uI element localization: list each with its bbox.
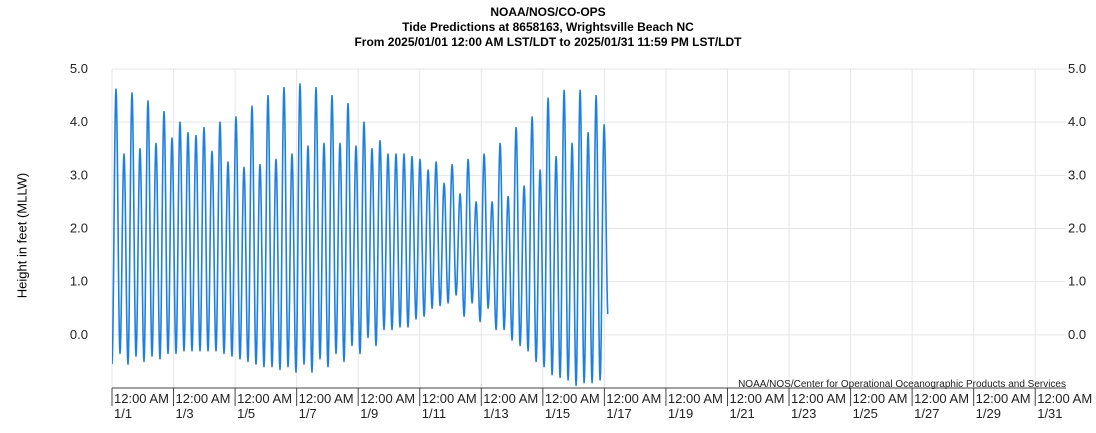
y-tick-label-right: 4.0 xyxy=(1068,114,1086,129)
x-tick-time-label: 12:00 AM xyxy=(299,391,354,406)
y-tick-label-left: 0.0 xyxy=(70,327,88,342)
y-tick-label-left: 3.0 xyxy=(70,167,88,182)
x-tick-date-label: 1/27 xyxy=(914,406,939,421)
x-tick-time-label: 12:00 AM xyxy=(360,391,415,406)
x-tick-date-label: 1/17 xyxy=(606,406,631,421)
x-tick-time-label: 12:00 AM xyxy=(729,391,784,406)
x-tick-date-label: 1/21 xyxy=(729,406,754,421)
y-tick-label-right: 1.0 xyxy=(1068,274,1086,289)
y-tick-label-left: 1.0 xyxy=(70,274,88,289)
x-tick-time-label: 12:00 AM xyxy=(114,391,169,406)
x-tick-date-label: 1/5 xyxy=(237,406,255,421)
x-tick-date-label: 1/31 xyxy=(1037,406,1062,421)
x-tick-date-label: 1/29 xyxy=(976,406,1001,421)
y-tick-label-left: 2.0 xyxy=(70,221,88,236)
x-tick-time-label: 12:00 AM xyxy=(914,391,969,406)
x-tick-date-label: 1/11 xyxy=(422,406,446,421)
station-title: Tide Predictions at 8658163, Wrightsvill… xyxy=(402,20,694,34)
x-tick-time-label: 12:00 AM xyxy=(976,391,1031,406)
x-tick-time-label: 12:00 AM xyxy=(176,391,231,406)
x-tick-date-label: 1/1 xyxy=(114,406,132,421)
x-tick-time-label: 12:00 AM xyxy=(483,391,538,406)
x-tick-time-label: 12:00 AM xyxy=(668,391,723,406)
x-tick-date-label: 1/15 xyxy=(545,406,570,421)
x-tick-time-label: 12:00 AM xyxy=(237,391,292,406)
x-tick-date-label: 1/25 xyxy=(853,406,878,421)
x-tick-date-label: 1/9 xyxy=(360,406,378,421)
y-tick-label-right: 0.0 xyxy=(1068,327,1086,342)
date-range-title: From 2025/01/01 12:00 AM LST/LDT to 2025… xyxy=(354,35,742,49)
x-tick-date-label: 1/23 xyxy=(791,406,816,421)
y-tick-label-right: 3.0 xyxy=(1068,167,1086,182)
y-tick-label-right: 2.0 xyxy=(1068,221,1086,236)
y-tick-label-left: 5.0 xyxy=(70,61,88,76)
x-tick-time-label: 12:00 AM xyxy=(606,391,661,406)
agency-title: NOAA/NOS/CO-OPS xyxy=(490,5,606,19)
x-tick-time-label: 12:00 AM xyxy=(1037,391,1092,406)
x-tick-date-label: 1/19 xyxy=(668,406,693,421)
x-tick-time-label: 12:00 AM xyxy=(545,391,600,406)
chart-title-block: NOAA/NOS/CO-OPS Tide Predictions at 8658… xyxy=(0,5,1096,50)
x-tick-date-label: 1/7 xyxy=(299,406,317,421)
x-tick-date-label: 1/3 xyxy=(176,406,194,421)
x-tick-time-label: 12:00 AM xyxy=(791,391,846,406)
x-tick-time-label: 12:00 AM xyxy=(853,391,908,406)
credit-text: NOAA/NOS/Center for Operational Oceanogr… xyxy=(738,379,1066,390)
tide-series-line xyxy=(112,83,609,387)
y-tick-label-right: 5.0 xyxy=(1068,61,1086,76)
x-tick-date-label: 1/13 xyxy=(483,406,508,421)
x-tick-time-label: 12:00 AM xyxy=(422,391,477,406)
y-tick-label-left: 4.0 xyxy=(70,114,88,129)
